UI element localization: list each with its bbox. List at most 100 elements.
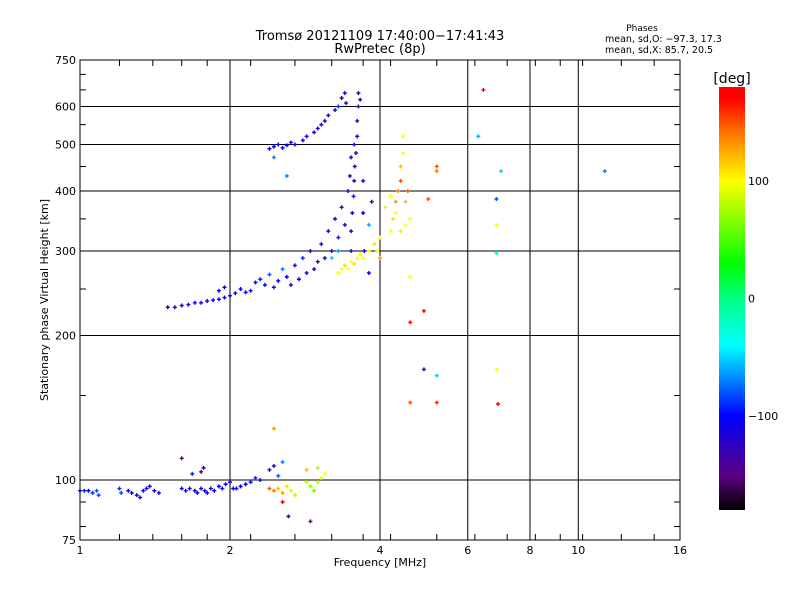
data-point	[408, 216, 413, 221]
data-point	[199, 300, 204, 305]
data-point	[195, 490, 200, 495]
data-point	[315, 465, 320, 470]
data-point	[352, 178, 357, 183]
data-point	[262, 282, 267, 287]
data-point	[336, 270, 341, 275]
data-point	[267, 146, 272, 151]
data-point	[401, 134, 406, 139]
colorbar-tick-labels: 100 0 −100	[748, 175, 778, 423]
data-point	[165, 305, 170, 310]
data-point	[355, 256, 360, 261]
data-point	[284, 143, 289, 148]
data-point	[288, 488, 293, 493]
data-point	[288, 140, 293, 145]
data-point	[94, 488, 99, 493]
data-point	[190, 471, 195, 476]
data-point	[355, 134, 360, 139]
data-point	[205, 299, 210, 304]
data-point	[179, 486, 184, 491]
data-point	[347, 173, 352, 178]
data-point	[342, 91, 347, 96]
data-point	[408, 274, 413, 279]
data-point	[352, 142, 357, 147]
phases-x-line: mean, sd,X: 85.7, 20.5	[605, 45, 713, 56]
y-tick-label: 500	[55, 139, 76, 152]
data-point	[393, 199, 398, 204]
data-point	[322, 256, 327, 261]
data-point	[243, 290, 248, 295]
data-point	[201, 465, 206, 470]
data-point	[494, 222, 499, 227]
data-point	[349, 229, 354, 234]
data-point	[362, 249, 367, 254]
data-point	[284, 173, 289, 178]
data-point	[276, 278, 281, 283]
data-point	[408, 400, 413, 405]
x-tick-label: 8	[527, 544, 534, 557]
data-point	[248, 288, 253, 293]
data-point	[119, 490, 124, 495]
data-point	[315, 259, 320, 264]
data-point	[403, 199, 408, 204]
data-point	[336, 249, 341, 254]
data-point	[322, 471, 327, 476]
data-point	[396, 189, 401, 194]
y-axis-label: Stationary phase Virtual Height [km]	[38, 199, 51, 401]
data-point	[421, 308, 426, 313]
data-point	[408, 320, 413, 325]
data-point	[292, 263, 297, 268]
data-point	[90, 490, 95, 495]
data-point	[172, 305, 177, 310]
data-point	[280, 145, 285, 150]
data-point	[220, 486, 225, 491]
data-point	[192, 300, 197, 305]
data-point	[304, 467, 309, 472]
data-point	[434, 164, 439, 169]
data-point	[253, 280, 258, 285]
data-point	[403, 222, 408, 227]
chart-subtitle: RwPretec (8p)	[334, 42, 425, 57]
data-point	[304, 270, 309, 275]
data-point	[319, 475, 324, 480]
data-point	[156, 490, 161, 495]
data-point	[494, 197, 499, 202]
data-point	[312, 267, 317, 272]
data-point	[366, 249, 371, 254]
data-point	[308, 519, 313, 524]
y-tick-label: 300	[55, 245, 76, 258]
data-point	[375, 249, 380, 254]
colorbar-tick-label: 100	[748, 175, 769, 188]
data-point	[361, 211, 366, 216]
data-point	[271, 463, 276, 468]
data-point	[276, 486, 281, 491]
data-point	[322, 118, 327, 123]
data-point	[345, 189, 350, 194]
data-point	[152, 488, 157, 493]
data-point	[336, 104, 341, 109]
y-tick-label: 600	[55, 101, 76, 114]
data-point	[358, 97, 363, 102]
x-tick-label: 2	[227, 544, 234, 557]
data-point	[366, 222, 371, 227]
data-point	[284, 484, 289, 489]
plot-frame	[79, 59, 681, 541]
data-point	[144, 486, 149, 491]
data-point	[339, 96, 344, 101]
data-point	[147, 484, 152, 489]
data-point	[401, 151, 406, 156]
x-tick-label: 1	[77, 544, 84, 557]
data-points	[78, 87, 607, 524]
data-point	[391, 216, 396, 221]
data-point	[286, 514, 291, 519]
data-point	[481, 87, 486, 92]
data-point	[96, 493, 101, 498]
phases-title: Phases	[626, 24, 658, 34]
data-point	[216, 297, 221, 302]
data-point	[494, 367, 499, 372]
data-point	[258, 478, 263, 483]
data-point	[280, 267, 285, 272]
data-point	[308, 484, 313, 489]
data-point	[288, 282, 293, 287]
data-point	[134, 493, 139, 498]
